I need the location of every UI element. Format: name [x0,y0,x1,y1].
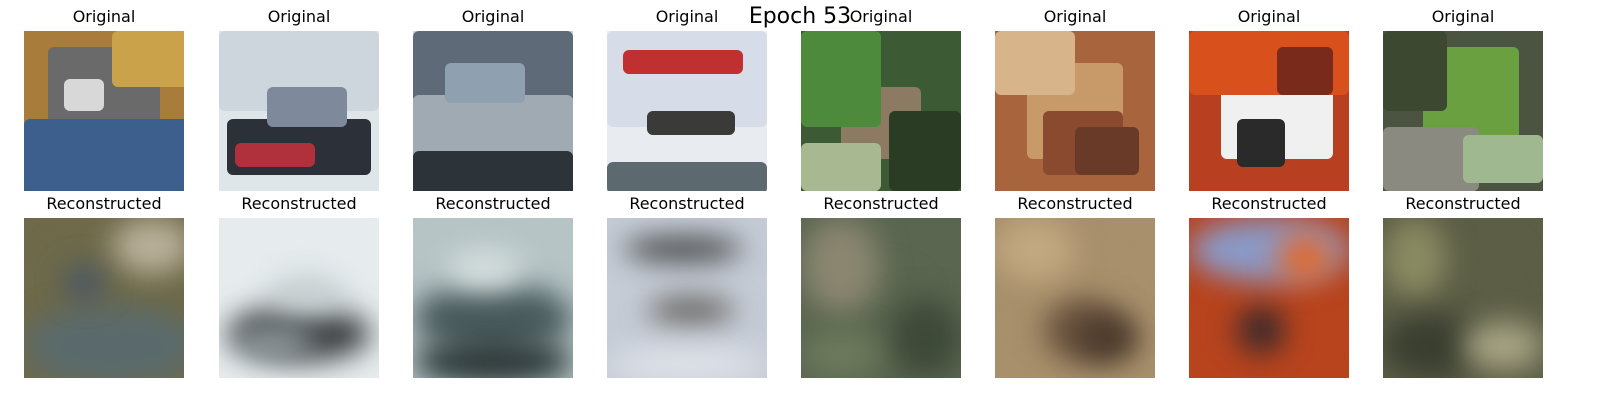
image-region [889,298,961,378]
original-image [413,31,573,191]
original-image [801,31,961,191]
image-region [623,237,743,262]
original-label: Original [461,7,525,26]
image-region [64,266,104,298]
image-region [235,330,315,354]
image-region [1463,135,1543,183]
original-image [995,31,1155,191]
image-region [1383,31,1447,111]
image-region [623,50,743,75]
image-region [24,119,184,191]
reconstructed-label: Reconstructed [1405,194,1521,213]
reconstructed-label: Reconstructed [823,194,939,213]
original-panel: Original [413,7,573,191]
reconstructed-label: Reconstructed [629,194,745,213]
image-region [1237,119,1285,167]
image-region [1075,314,1139,362]
image-region [445,250,525,290]
image-region [1075,127,1139,175]
reconstructed-panel: Reconstructed [219,194,379,378]
original-image [1189,31,1349,191]
image-region [445,63,525,103]
image-region [112,31,184,87]
original-label: Original [1431,7,1495,26]
reconstructed-panel: Reconstructed [607,194,767,378]
image-region [607,349,767,378]
reconstructed-image [995,218,1155,378]
reconstructed-label: Reconstructed [1211,194,1327,213]
original-label: Original [655,7,719,26]
original-label: Original [1043,7,1107,26]
image-region [413,151,573,191]
image-region [607,162,767,191]
image-region [112,218,184,274]
reconstructed-image [24,218,184,378]
original-panel: Original [1383,7,1543,191]
original-label: Original [267,7,331,26]
image-region [235,143,315,167]
original-panel: Original [801,7,961,191]
original-label: Original [72,7,136,26]
image-region [647,298,735,322]
reconstructed-label: Reconstructed [435,194,551,213]
image-region [889,111,961,191]
reconstructed-image [801,218,961,378]
image-region [1237,306,1285,354]
original-panel: Original [607,7,767,191]
image-region [801,143,881,191]
image-region [995,218,1075,282]
image-region [1277,47,1333,95]
image-region [1277,234,1333,282]
reconstructed-image [413,218,573,378]
reconstructed-panel: Reconstructed [1383,194,1543,378]
original-image [607,31,767,191]
original-image [1383,31,1543,191]
original-panel: Original [24,7,184,191]
original-panel: Original [995,7,1155,191]
image-region [267,87,347,127]
image-region [1383,218,1447,298]
original-image [24,31,184,191]
reconstructed-panel: Reconstructed [413,194,573,378]
original-image [219,31,379,191]
image-region [413,338,573,378]
image-region [801,31,881,127]
image-region [801,218,881,314]
reconstructed-panel: Reconstructed [24,194,184,378]
original-panel: Original [1189,7,1349,191]
original-label: Original [849,7,913,26]
image-region [1463,322,1543,370]
original-label: Original [1237,7,1301,26]
image-region [995,31,1075,95]
reconstructed-label: Reconstructed [241,194,357,213]
reconstructed-label: Reconstructed [46,194,162,213]
reconstructed-label: Reconstructed [1017,194,1133,213]
image-region [64,79,104,111]
reconstructed-image [219,218,379,378]
image-region [24,306,184,378]
reconstructed-panel: Reconstructed [995,194,1155,378]
image-region [647,111,735,135]
figure-title: Epoch 53 [748,4,852,29]
original-panel: Original [219,7,379,191]
reconstructed-panel: Reconstructed [801,194,961,378]
reconstructed-image [1383,218,1543,378]
image-region [267,274,347,314]
image-region [801,330,881,378]
reconstructed-image [1189,218,1349,378]
reconstructed-panel: Reconstructed [1189,194,1349,378]
reconstructed-image [607,218,767,378]
